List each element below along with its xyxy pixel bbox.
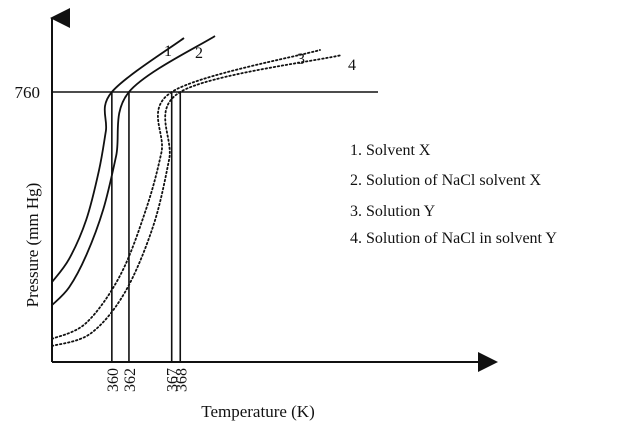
curve-1: [51, 37, 185, 283]
x-tick-label-368: 368: [173, 368, 190, 392]
curve-label-2: 2: [195, 45, 203, 62]
curve-labels: 1 2 3 4: [164, 43, 356, 74]
curves: [51, 35, 343, 347]
y-reference-label: 760: [15, 83, 41, 102]
curve-label-4: 4: [348, 57, 356, 74]
x-tick-label-362: 362: [122, 368, 139, 392]
axes: [50, 8, 498, 372]
x-tick-label-367: 367: [165, 368, 182, 392]
curve-label-1: 1: [164, 43, 172, 60]
curve-3: [51, 49, 321, 340]
y-axis-label: Pressure (mm Hg): [23, 183, 42, 308]
x-tick-label-360: 360: [105, 368, 122, 392]
curve-label-3: 3: [297, 51, 305, 68]
reference-lines: [52, 91, 378, 362]
x-axis-label: Temperature (K): [201, 402, 315, 421]
curve-4: [51, 54, 343, 347]
curve-2: [51, 35, 216, 306]
